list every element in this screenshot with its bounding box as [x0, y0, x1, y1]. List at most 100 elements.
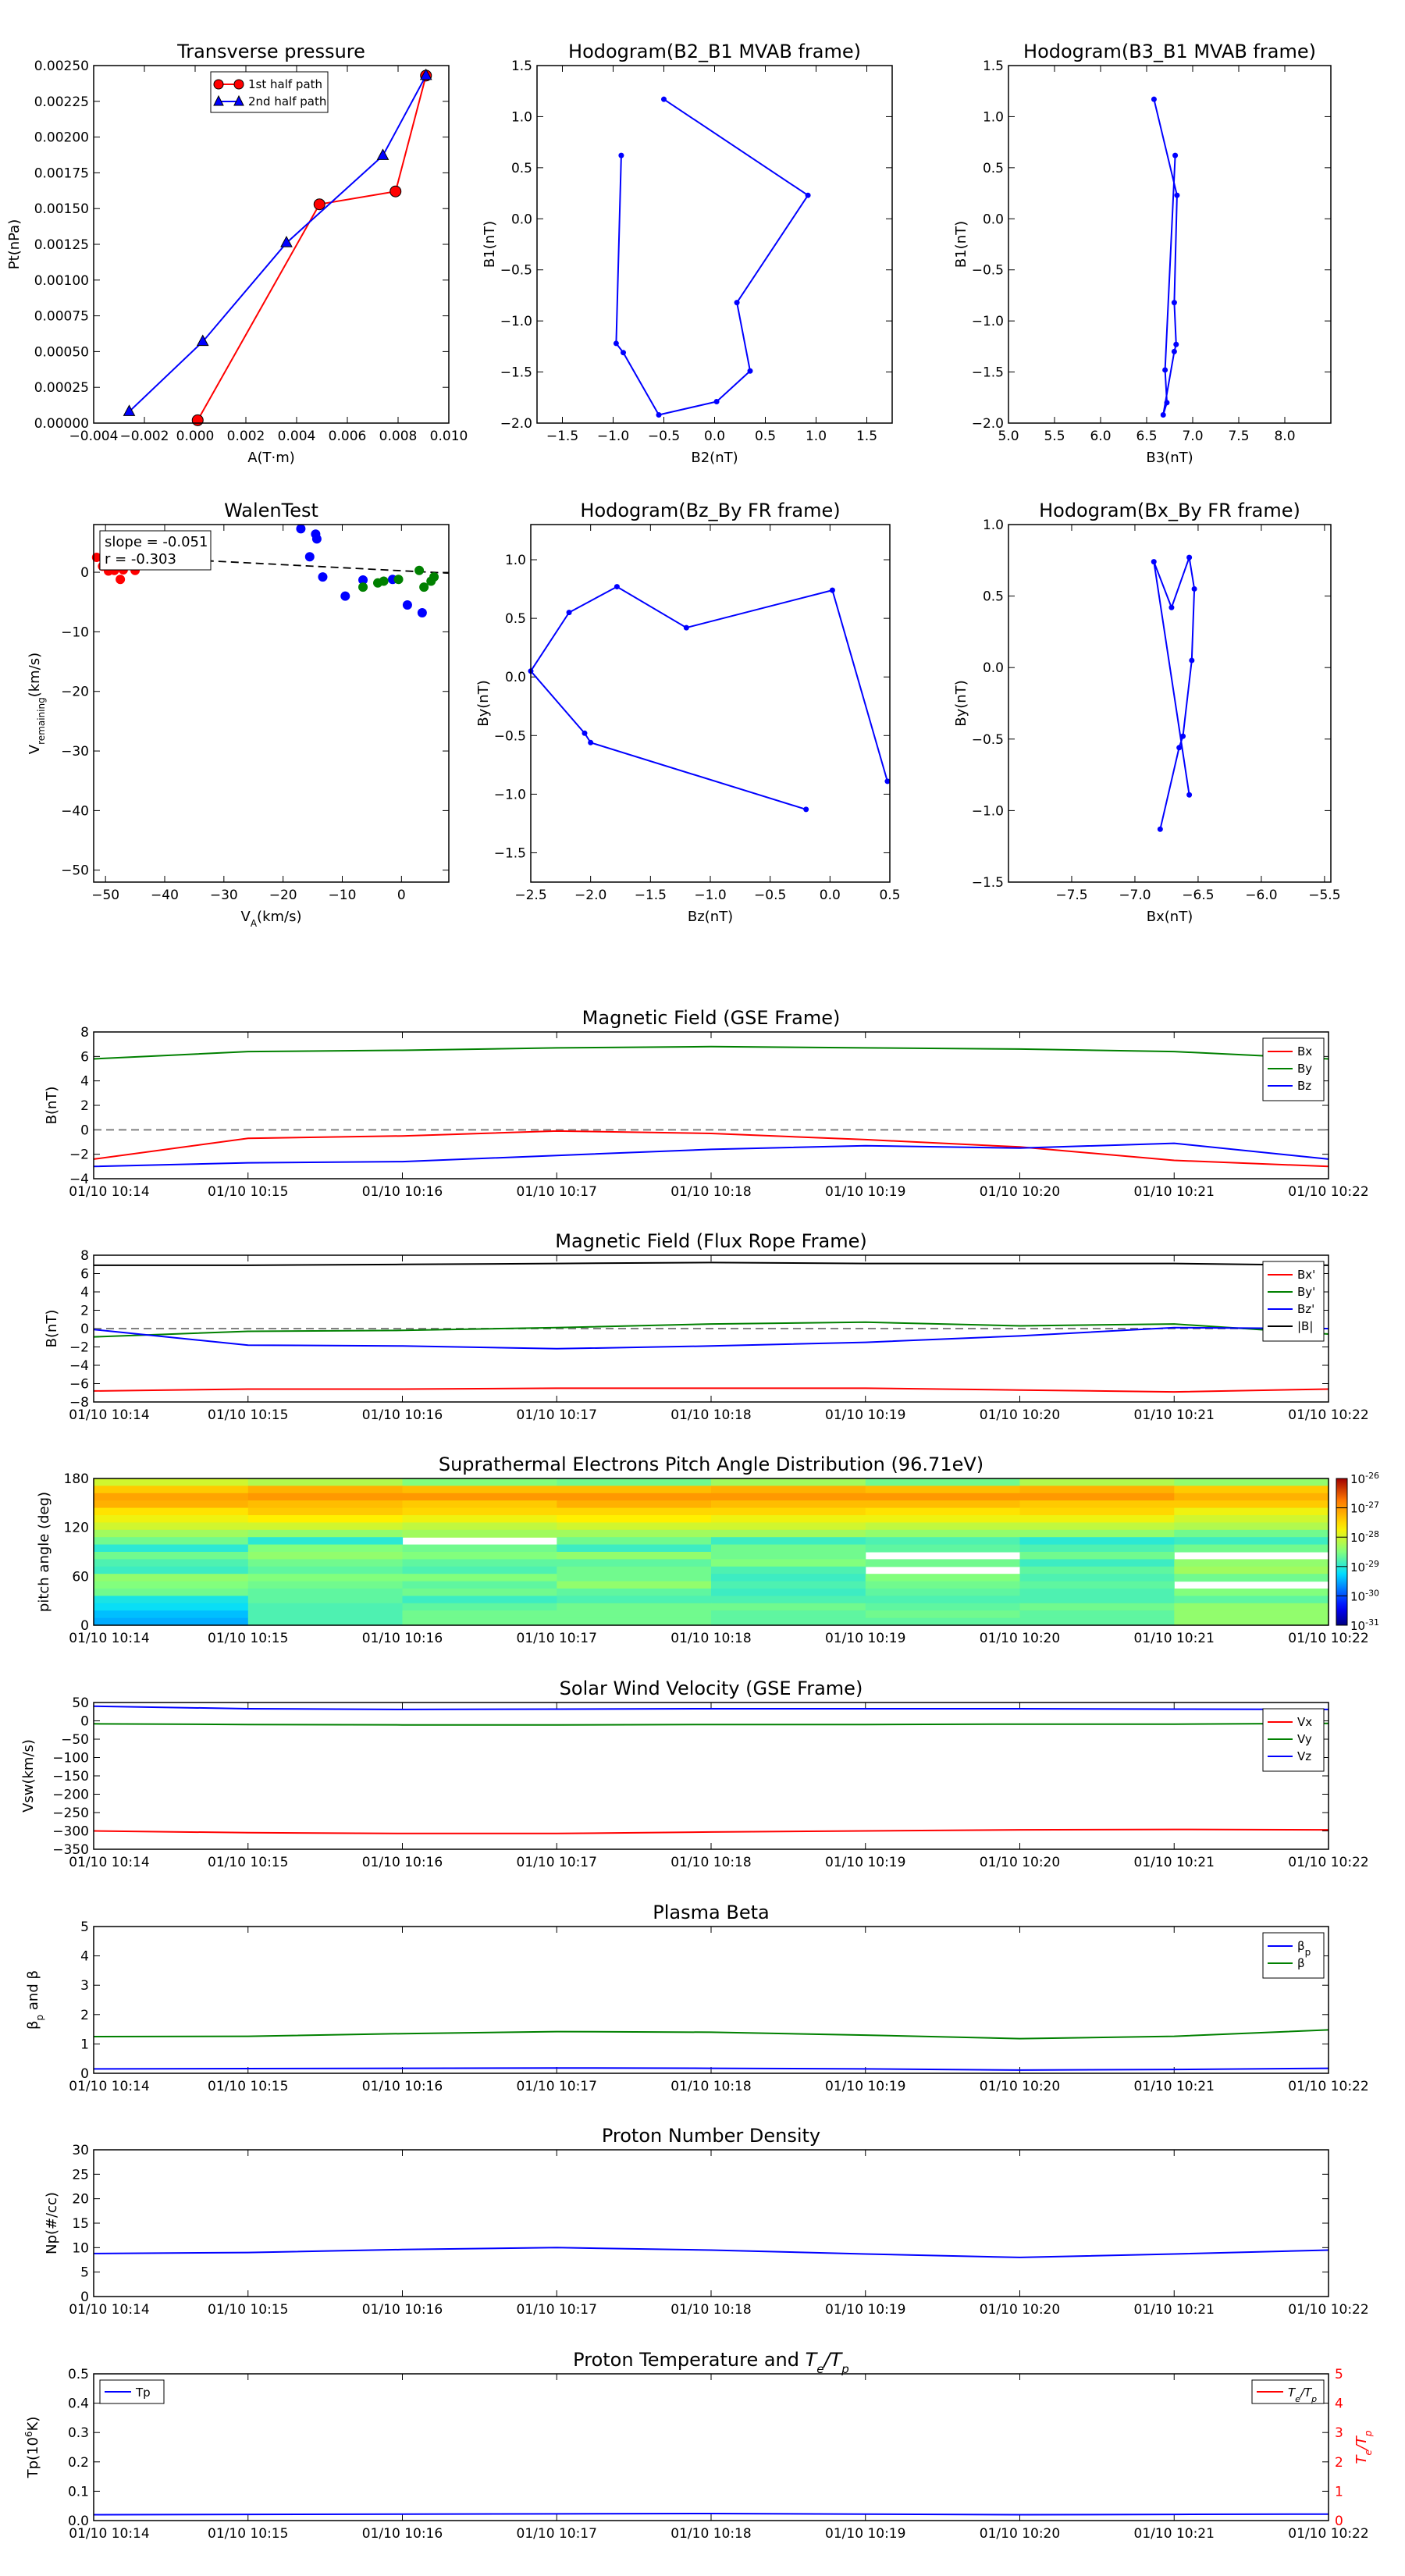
- time-tick-label: 01/10 10:15: [208, 1184, 288, 1200]
- heatmap-cell: [402, 1566, 557, 1574]
- heatmap-cell: [557, 1537, 712, 1546]
- x-tick-label: 0.010: [430, 429, 468, 444]
- y-tick-label: 0: [80, 1714, 89, 1730]
- y-tick-label: 2: [80, 1098, 89, 1114]
- time-tick-label: 01/10 10:21: [1134, 2079, 1215, 2094]
- scatter-point: [318, 572, 328, 582]
- heatmap-cell: [247, 1515, 404, 1523]
- heatmap-cell: [865, 1589, 1021, 1596]
- heatmap-cell: [865, 1537, 1021, 1546]
- heatmap-cell: [402, 1529, 557, 1538]
- data-point: [313, 198, 325, 211]
- heatmap-cell: [865, 1522, 1021, 1531]
- x-axis-label: B3(nT): [1146, 450, 1193, 466]
- legend-box: [210, 71, 329, 113]
- heatmap-cell: [1174, 1574, 1329, 1582]
- x-tick-label: −30: [210, 888, 238, 903]
- legend-label: βp: [1297, 1939, 1311, 1958]
- heatmap-cell: [402, 1603, 557, 1611]
- heatmap-cell: [402, 1544, 557, 1553]
- y-tick-label: 0.0: [983, 212, 1004, 227]
- heatmap-cell: [711, 1478, 866, 1486]
- data-point: [1168, 604, 1175, 610]
- scatter-point: [358, 575, 368, 585]
- time-tick-label: 01/10 10:20: [980, 2302, 1060, 2318]
- time-tick-label: 01/10 10:19: [825, 2302, 905, 2318]
- colorbar-tick-label: 10-27: [1350, 1500, 1379, 1516]
- chart-bfr: Magnetic Field (Flux Rope Frame) −8 −6 −4 −2…: [44, 1230, 1369, 1423]
- heatmap-cell: [711, 1537, 866, 1546]
- legend-label: |B|: [1297, 1319, 1313, 1333]
- heatmap-cell: [865, 1529, 1021, 1538]
- heatmap-cell: [94, 1603, 249, 1611]
- time-tick-label: 01/10 10:21: [1134, 1407, 1215, 1423]
- heatmap-cell: [94, 1589, 249, 1596]
- heatmap-cell: [94, 1485, 249, 1494]
- x-tick-label: −2.5: [514, 888, 546, 903]
- series-line-Bz': [93, 1326, 1329, 1350]
- y-tick-label: 0.5: [68, 2367, 89, 2382]
- y-tick-label: −1.5: [972, 365, 1004, 381]
- heatmap-cell: [1174, 1589, 1329, 1596]
- y-tick-label: 30: [72, 2143, 89, 2158]
- x-tick-label: 5.0: [998, 429, 1019, 444]
- scatter-point: [358, 582, 368, 592]
- time-tick-label: 01/10 10:21: [1134, 1631, 1215, 1646]
- series-line-Bz: [93, 1142, 1329, 1168]
- data-point: [376, 148, 389, 160]
- scatter-point: [393, 575, 404, 585]
- chart-title: Suprathermal Electrons Pitch Angle Distr…: [439, 1453, 984, 1475]
- heatmap-cell: [711, 1544, 866, 1553]
- heatmap-cell: [557, 1544, 712, 1553]
- plot-area: [94, 2374, 1329, 2521]
- heatmap-cell: [94, 1574, 249, 1582]
- heatmap-cell: [865, 1493, 1021, 1501]
- y-tick-label: −2: [69, 1340, 89, 1356]
- data-point: [588, 739, 594, 745]
- y-axis-label: B(nT): [44, 1310, 60, 1348]
- y-tick-label: 0.00225: [34, 94, 89, 110]
- annotation-box: [99, 530, 212, 571]
- heatmap-cell: [711, 1603, 866, 1611]
- heatmap-cell: [1019, 1544, 1175, 1553]
- x-tick-label: 0.0: [820, 888, 841, 903]
- series-line-By: [93, 1045, 1329, 1060]
- y-axis-label: Vremaining(km/s): [27, 653, 47, 754]
- time-tick-label: 01/10 10:18: [670, 1407, 751, 1423]
- x-tick-label: −20: [269, 888, 297, 903]
- heatmap-cell: [402, 1617, 557, 1626]
- time-tick-label: 01/10 10:17: [517, 1631, 597, 1646]
- plot-frame: [536, 65, 893, 424]
- time-tick-label: 01/10 10:20: [980, 1855, 1060, 1870]
- heatmap-cell: [1019, 1493, 1175, 1501]
- y-tick-label: −1.5: [500, 365, 532, 381]
- y-axis-label: Tp(106K): [23, 2417, 41, 2479]
- heatmap-cell: [94, 1500, 249, 1509]
- heatmap-cell: [865, 1617, 1021, 1626]
- heatmap-cell: [1174, 1537, 1329, 1546]
- heatmap-cell: [94, 1544, 249, 1553]
- heatmap-cell: [1174, 1493, 1329, 1501]
- plot-frame: [93, 524, 450, 883]
- heatmap-cell: [557, 1581, 712, 1589]
- scatter-point: [296, 524, 306, 534]
- time-tick-label: 01/10 10:16: [362, 2526, 443, 2542]
- y-tick-label: −0.5: [494, 728, 526, 744]
- data-point: [1160, 412, 1166, 418]
- data-point: [803, 806, 809, 813]
- y-tick-label: 0.00075: [34, 309, 89, 325]
- y-tick-label: −10: [61, 624, 89, 640]
- y-tick-label: −1.5: [494, 845, 526, 861]
- y-tick-label: −350: [52, 1842, 89, 1858]
- heatmap-cell: [247, 1596, 404, 1604]
- time-tick-label: 01/10 10:22: [1288, 2526, 1368, 2542]
- heatmap-cell: [402, 1581, 557, 1589]
- chart-title: Plasma Beta: [653, 1902, 769, 1923]
- colorbar: [1336, 1478, 1348, 1626]
- chart-walen: WalenTest −50 −40 −30 −20 −10 0 −50 −40 −30 −20 −10…: [27, 500, 450, 929]
- heatmap-cell: [1174, 1515, 1329, 1523]
- y-tick-label: 1.0: [983, 109, 1004, 125]
- y-tick-label: 0.0: [68, 2514, 89, 2529]
- heatmap-cell: [1174, 1507, 1329, 1516]
